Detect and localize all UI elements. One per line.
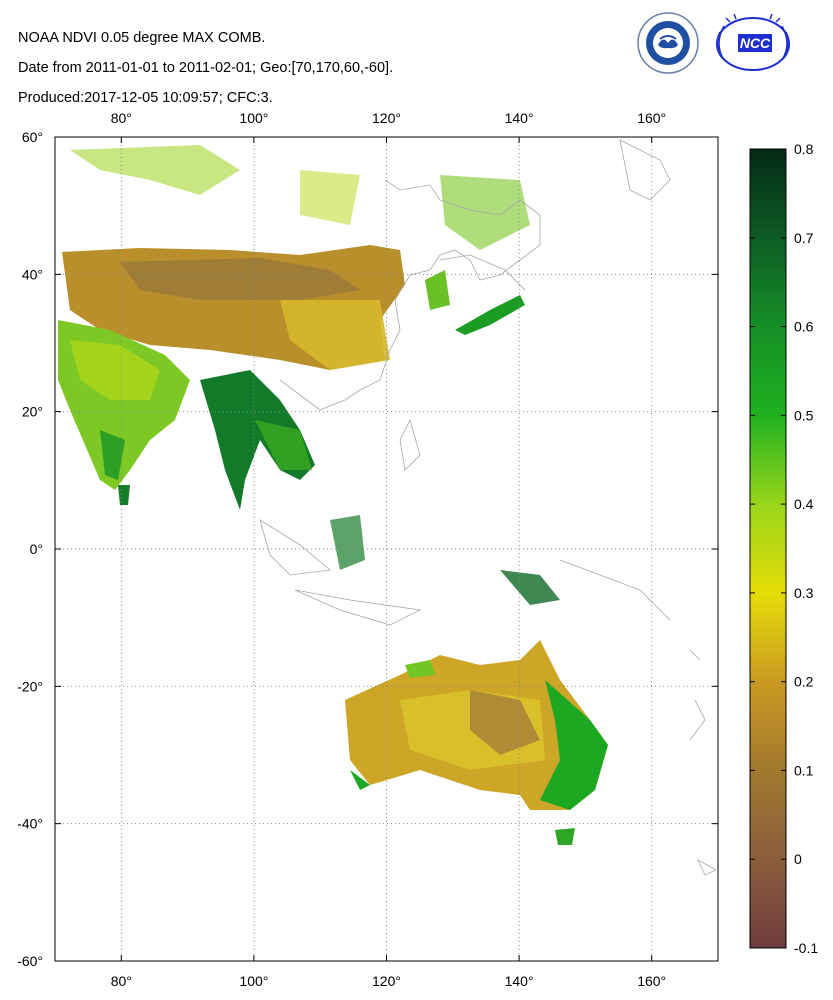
coastlines xyxy=(259,139,717,876)
colorbar-tick-label: 0 xyxy=(794,851,802,867)
x-tick-label-top: 100° xyxy=(239,110,268,126)
colorbar-tick-label: 0.1 xyxy=(794,762,814,778)
colorbar-tick-label: 0.8 xyxy=(794,141,814,157)
colorbar xyxy=(749,148,787,949)
y-tick-label: -60° xyxy=(17,953,43,969)
colorbar-tick-label: 0.2 xyxy=(794,674,814,690)
y-tick-label: -40° xyxy=(17,816,43,832)
ndvi-raster xyxy=(58,145,608,845)
y-tick-label: -20° xyxy=(17,678,43,694)
x-tick-label-top: 120° xyxy=(372,110,401,126)
date-geo-line: Date from 2011-01-01 to 2011-02-01; Geo:… xyxy=(18,60,394,76)
ncc-logo: NCC xyxy=(716,13,790,71)
y-tick-label: 20° xyxy=(22,404,43,420)
x-tick-label-top: 80° xyxy=(111,110,132,126)
colorbar-tick-label: 0.6 xyxy=(794,319,814,335)
colorbar-ticks: 0.8 0.7 0.6 0.5 0.4 0.3 0.2 0.1 0 -0.1 xyxy=(750,141,818,956)
colorbar-tick-label: 0.4 xyxy=(794,496,814,512)
map-grid xyxy=(55,137,718,961)
map-title: NOAA NDVI 0.05 degree MAX COMB. xyxy=(18,30,266,46)
colorbar-tick-label: 0.5 xyxy=(794,407,814,423)
svg-text:NCC: NCC xyxy=(740,35,771,51)
y-tick-label: 0° xyxy=(30,541,43,557)
x-tick-label-bottom: 120° xyxy=(372,973,401,989)
colorbar-tick-label: 0.3 xyxy=(794,585,814,601)
map-axes: 80° 80° 100° 100° 120° 120° 140° 140° 160° 160° 60… xyxy=(17,110,718,989)
x-tick-label-bottom: 140° xyxy=(505,973,534,989)
produced-line: Produced:2017-12-05 10:09:57; CFC:3. xyxy=(18,90,273,106)
x-tick-label-bottom: 80° xyxy=(111,973,132,989)
cma-logo xyxy=(637,12,699,74)
x-tick-label-top: 160° xyxy=(637,110,666,126)
x-tick-label-top: 140° xyxy=(505,110,534,126)
y-tick-label: 60° xyxy=(22,129,43,145)
x-tick-label-bottom: 100° xyxy=(239,973,268,989)
colorbar-tick-label: -0.1 xyxy=(794,940,818,956)
x-tick-label-bottom: 160° xyxy=(637,973,666,989)
colorbar-tick-label: 0.7 xyxy=(794,230,814,246)
y-tick-label: 40° xyxy=(22,266,43,282)
